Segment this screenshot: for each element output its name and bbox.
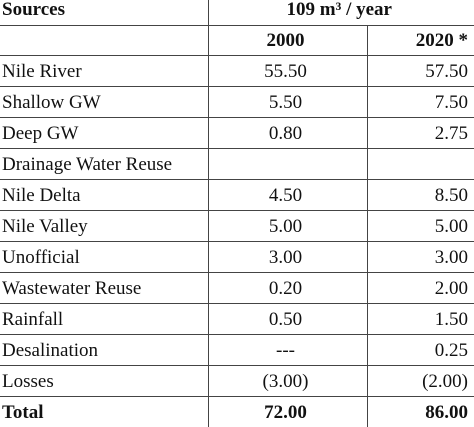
table-cell: --- [208,335,367,366]
table-cell: 2020 * [367,26,474,56]
table-cell: Nile Valley [0,211,208,242]
table-cell: Total [0,397,208,427]
table-cell: 1.50 [367,304,474,335]
table-cell: 2.75 [367,118,474,149]
table-cell: 55.50 [208,56,367,87]
table-cell: Nile River [0,56,208,87]
table-cell: Shallow GW [0,87,208,118]
table-cell: 0.80 [208,118,367,149]
table-row: Desalination---0.25 [0,335,474,366]
table-row: Losses(3.00)(2.00) [0,366,474,397]
table-cell: 72.00 [208,397,367,427]
table-cell: Unofficial [0,242,208,273]
table-cell: 4.50 [208,180,367,211]
table-cell: 109 m³ / year [208,0,474,26]
table-row: Drainage Water Reuse [0,149,474,180]
table-cell: 2.00 [367,273,474,304]
table-cell: Sources [0,0,208,26]
table-cell: 0.50 [208,304,367,335]
table-cell: 5.50 [208,87,367,118]
empty-cell [208,149,367,180]
table-cell: 3.00 [367,242,474,273]
table-cell: 7.50 [367,87,474,118]
table-cell: 57.50 [367,56,474,87]
table-cell: (3.00) [208,366,367,397]
table-cell: 8.50 [367,180,474,211]
table-cell: Rainfall [0,304,208,335]
table-cell: 5.00 [367,211,474,242]
table-cell: 5.00 [208,211,367,242]
table-cell: Deep GW [0,118,208,149]
empty-cell [0,26,208,56]
table-cell: 2000 [208,26,367,56]
table-cell: Nile Delta [0,180,208,211]
table-cell: Desalination [0,335,208,366]
table-cell: 0.20 [208,273,367,304]
empty-cell [367,149,474,180]
table-cell: 3.00 [208,242,367,273]
table-cell: Drainage Water Reuse [0,149,208,180]
table-cell: Losses [0,366,208,397]
table-cell: Wastewater Reuse [0,273,208,304]
table-cell: 0.25 [367,335,474,366]
table-cell: (2.00) [367,366,474,397]
table-cell: 86.00 [367,397,474,427]
